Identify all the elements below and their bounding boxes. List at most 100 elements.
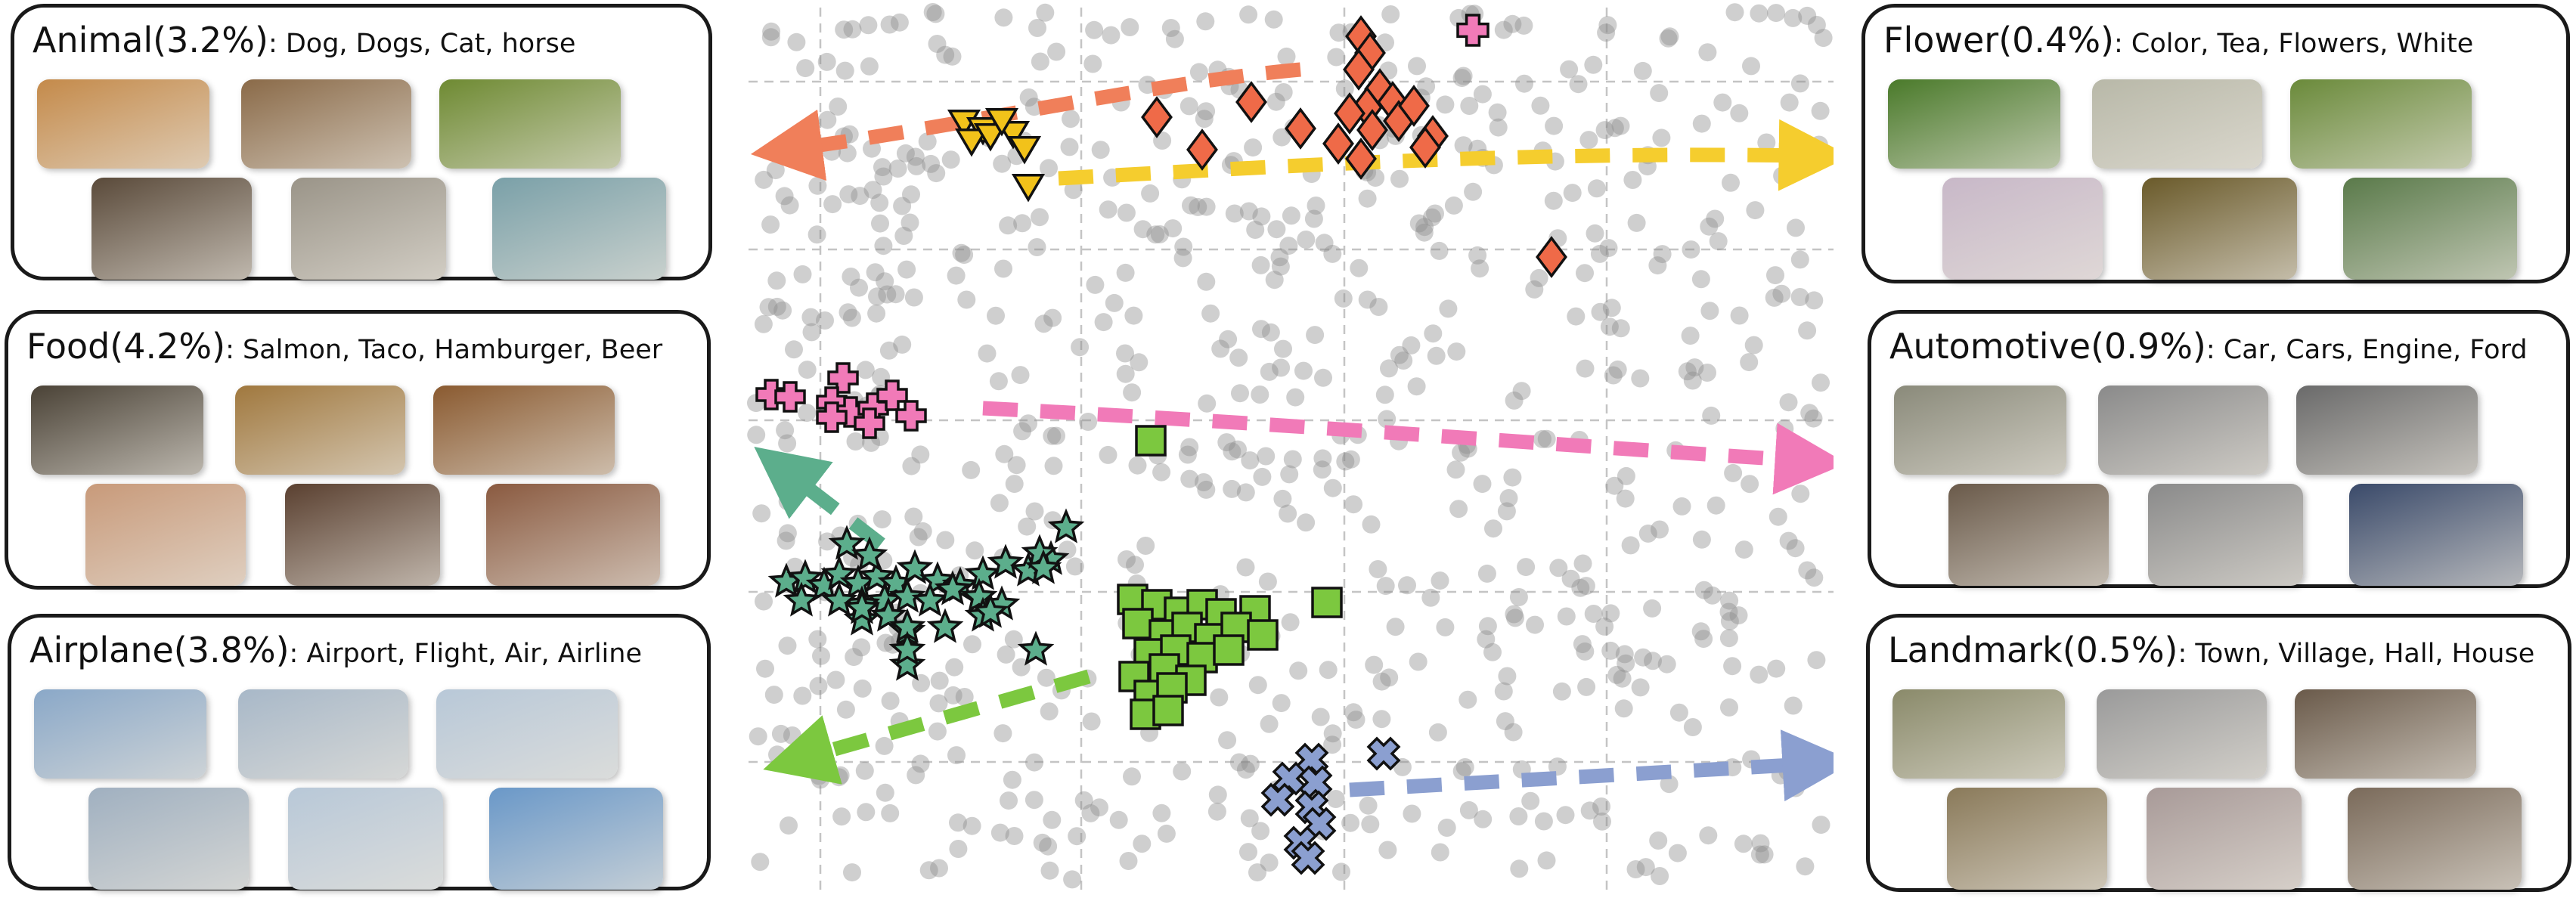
point xyxy=(1376,577,1395,596)
square-marker xyxy=(1152,695,1184,726)
diamond-marker xyxy=(1285,107,1316,150)
point xyxy=(1734,540,1753,559)
star-marker xyxy=(1047,508,1085,543)
point xyxy=(1294,361,1313,380)
panel-title: Food(4.2%): Salmon, Taco, Hamburger, Bee… xyxy=(26,326,662,367)
point xyxy=(1489,118,1508,137)
point xyxy=(1047,42,1066,61)
point xyxy=(907,156,926,175)
point xyxy=(1323,724,1342,743)
point xyxy=(1505,391,1524,410)
point xyxy=(1128,456,1147,475)
point xyxy=(1180,438,1199,457)
thumbnail-image xyxy=(1888,79,2060,169)
point xyxy=(1409,214,1428,233)
point xyxy=(1217,433,1236,452)
plus-marker xyxy=(816,401,848,433)
point xyxy=(897,260,916,279)
thumbnail-image xyxy=(238,689,408,779)
point xyxy=(1133,835,1152,853)
point xyxy=(1375,386,1394,404)
point xyxy=(1248,676,1267,695)
dashed-arrow xyxy=(982,401,1834,495)
point xyxy=(1297,231,1316,249)
point xyxy=(1423,208,1441,227)
point xyxy=(843,20,862,39)
point xyxy=(1223,442,1242,461)
point xyxy=(1579,131,1598,150)
point xyxy=(1779,393,1798,412)
point xyxy=(893,197,912,215)
point xyxy=(1197,480,1216,499)
point xyxy=(875,736,894,755)
point xyxy=(1297,513,1316,532)
point xyxy=(826,670,845,689)
thumbnail-image xyxy=(37,79,209,169)
point xyxy=(1390,345,1409,364)
point xyxy=(918,132,937,151)
thumbnail-image xyxy=(1947,788,2107,890)
point xyxy=(1161,19,1180,37)
point xyxy=(1557,607,1576,626)
point xyxy=(1545,116,1564,135)
point xyxy=(857,803,876,822)
point xyxy=(1281,613,1300,632)
point xyxy=(1428,723,1447,742)
keywords: : Dog, Dogs, Cat, horse xyxy=(268,29,576,59)
point xyxy=(1452,69,1471,88)
point xyxy=(876,783,894,802)
point xyxy=(1133,220,1152,239)
point xyxy=(816,311,834,330)
point xyxy=(1130,353,1149,372)
star-marker xyxy=(972,593,1009,628)
point xyxy=(829,98,848,116)
point xyxy=(1602,299,1621,317)
point xyxy=(995,444,1014,463)
panel-title: Automotive(0.9%): Car, Cars, Engine, For… xyxy=(1889,326,2528,367)
point xyxy=(1272,694,1291,713)
point xyxy=(1198,394,1217,413)
point xyxy=(1504,723,1523,742)
point xyxy=(778,492,797,511)
star-marker xyxy=(934,570,972,605)
point xyxy=(1033,833,1052,852)
point xyxy=(1444,196,1463,215)
point xyxy=(1229,440,1247,459)
square-marker xyxy=(1122,608,1154,639)
plus-marker xyxy=(755,379,787,410)
point xyxy=(1394,351,1413,370)
keywords: : Car, Cars, Engine, Ford xyxy=(2206,335,2528,365)
point xyxy=(904,507,923,526)
panel-automotive: Automotive(0.9%): Car, Cars, Engine, For… xyxy=(1868,310,2570,588)
point xyxy=(1138,76,1157,94)
point xyxy=(1417,77,1436,96)
point xyxy=(896,144,915,163)
category-clusters xyxy=(755,14,1567,875)
point xyxy=(902,457,921,475)
dashed-arrow xyxy=(754,447,885,550)
point xyxy=(1306,326,1325,345)
point xyxy=(1569,75,1588,94)
point xyxy=(1361,815,1380,834)
point xyxy=(1136,537,1155,555)
point xyxy=(1380,359,1398,378)
plus-marker xyxy=(1456,14,1489,47)
panel-landmark: Landmark(0.5%): Town, Village, Hall, Hou… xyxy=(1866,614,2571,892)
point xyxy=(871,214,889,233)
point xyxy=(1019,414,1037,433)
point xyxy=(1775,420,1794,438)
panel-title: Flower(0.4%): Color, Tea, Flowers, White xyxy=(1883,20,2473,60)
point xyxy=(1576,264,1594,283)
point xyxy=(1279,504,1297,523)
point xyxy=(902,185,920,204)
point xyxy=(1378,410,1396,429)
thumbnail-image xyxy=(2147,788,2302,890)
point xyxy=(906,147,925,166)
point xyxy=(1755,845,1774,864)
point xyxy=(1772,284,1791,303)
point xyxy=(1229,753,1248,772)
point xyxy=(1709,232,1728,251)
point xyxy=(1311,708,1330,726)
point xyxy=(850,278,868,297)
point xyxy=(796,59,815,78)
